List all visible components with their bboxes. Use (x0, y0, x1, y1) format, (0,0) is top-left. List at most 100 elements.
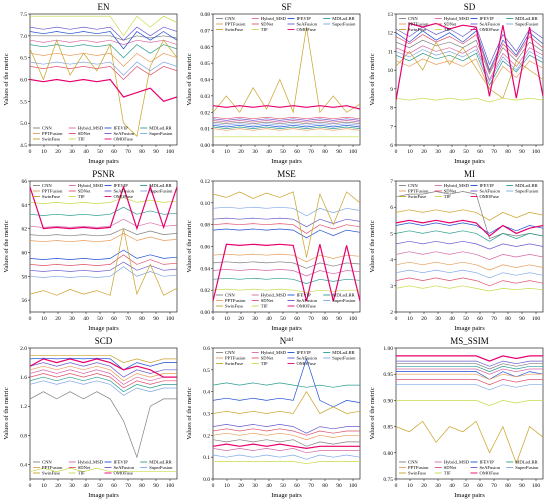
x-tick-label: 100 (166, 149, 175, 155)
legend-label: SeAFusion (297, 356, 318, 361)
series-line-omofuse (396, 219, 543, 237)
x-axis-label: Image pairs (88, 492, 119, 499)
series-line-omofuse (213, 443, 360, 450)
legend-label: CNN (408, 16, 418, 21)
legend-label: IFEVIP (480, 16, 495, 21)
series-line-superfusion (396, 49, 543, 83)
series-line-seafusion (396, 360, 543, 367)
legend-label: SeAFusion (480, 189, 501, 194)
series-line-sdnet (30, 65, 177, 80)
legend-label: PPTFusion (42, 189, 63, 194)
y-tick-label: 62 (22, 227, 28, 233)
series-line-hybrid-msd (30, 39, 177, 45)
x-tick-label: 50 (280, 149, 286, 155)
legend-label: Hybrid_MSD (78, 460, 104, 465)
x-tick-label: 80 (322, 483, 328, 489)
series-line-pptfusion (213, 253, 360, 263)
legend-label: SuperFusion (332, 22, 356, 27)
y-tick-label: 0.95 (383, 372, 393, 378)
legend-label: PPTFusion (42, 465, 63, 470)
x-axis-label: Image pairs (271, 158, 302, 165)
legend-label: SuperFusion (332, 298, 356, 303)
y-tick-label: 58 (22, 274, 28, 280)
x-tick-label: 60 (477, 483, 483, 489)
legend-label: MDLatLRR (149, 126, 172, 131)
series-line-cnn (396, 363, 543, 370)
legend-label: Hybrid_MSD (444, 460, 470, 465)
x-tick-label: 40 (266, 483, 272, 489)
series-line-pptfusion (30, 365, 177, 382)
x-tick-label: 20 (421, 316, 427, 322)
x-tick-label: 90 (336, 149, 342, 155)
legend-label: PPTFusion (408, 22, 429, 27)
series-line-tif (30, 467, 177, 473)
chart-title: SCD (95, 336, 113, 346)
x-tick-label: 50 (463, 149, 469, 155)
x-tick-label: 30 (252, 149, 258, 155)
legend-label: MDLatLRR (332, 293, 355, 298)
series-line-superfusion (213, 123, 360, 126)
series-line-omofuse (213, 105, 360, 110)
legend-label: PPTFusion (225, 298, 246, 303)
series-line-cnn (396, 191, 543, 240)
series-line-swinfuse (30, 228, 177, 296)
series-line-sdnet (396, 34, 543, 73)
x-tick-label: 50 (463, 316, 469, 322)
series-line-tif (396, 97, 543, 103)
x-tick-label: 90 (153, 483, 159, 489)
x-tick-label: 40 (83, 316, 89, 322)
legend-label: SwinFuse (408, 471, 426, 476)
legend-label: SwinFuse (408, 27, 426, 32)
x-tick-label: 0 (395, 316, 398, 322)
x-tick-label: 10 (41, 483, 47, 489)
x-tick-label: 50 (280, 316, 286, 322)
y-tick-label: 0.02 (200, 110, 210, 116)
x-tick-label: 90 (153, 316, 159, 322)
y-axis-label: Values of the metric (369, 53, 376, 105)
series-line-cnn (396, 39, 543, 75)
legend-label: OMOFuse (480, 471, 499, 476)
y-tick-label: 0.6 (203, 346, 210, 352)
x-tick-label: 70 (125, 149, 131, 155)
legend-label: TIF (444, 194, 451, 199)
series-line-seafusion (30, 261, 177, 272)
x-tick-label: 80 (322, 316, 328, 322)
legend-label: Hybrid_MSD (78, 183, 104, 188)
legend-label: OMOFuse (480, 27, 499, 32)
legend-label: MDLatLRR (515, 183, 538, 188)
x-tick-label: 20 (421, 483, 427, 489)
x-tick-label: 100 (532, 316, 541, 322)
y-tick-label: 4 (390, 258, 393, 264)
y-tick-label: 0.2 (203, 433, 210, 439)
legend-label: IFEVIP (114, 460, 129, 465)
y-tick-label: 0.01 (200, 127, 210, 133)
x-tick-label: 0 (29, 483, 32, 489)
series-line-swinfuse (30, 39, 177, 138)
legend-label: OMOFuse (297, 361, 316, 366)
series-line-ifevip (396, 371, 543, 380)
x-tick-label: 0 (212, 316, 215, 322)
chart-panel: MSE 0 10 20 30 40 50 60 70 80 90 100 0.00 0.02 0.04 0.0… (183, 167, 366, 334)
x-tick-label: 70 (308, 149, 314, 155)
y-tick-label: 0.4 (20, 462, 27, 468)
series-line-tif (396, 285, 543, 292)
chart-title: SF (281, 2, 291, 12)
y-tick-label: 0.05 (200, 61, 210, 67)
series-line-sdnet (30, 254, 177, 266)
y-tick-label: 0.08 (200, 12, 210, 18)
x-tick-label: 20 (421, 149, 427, 155)
legend-label: SeAFusion (114, 189, 135, 194)
series-line-hybrid-msd (30, 218, 177, 228)
x-tick-label: 50 (97, 149, 103, 155)
series-line-seafusion (213, 118, 360, 121)
chart-title: Nabf (280, 336, 294, 346)
y-tick-label: 6.5 (20, 56, 27, 62)
chart-panel: MI 0 10 20 30 40 50 60 70 80 90 100 2 3 4 5 6 7 Image pair… (366, 167, 549, 334)
series-line-hybrid-msd (213, 120, 360, 123)
y-tick-label: 8 (390, 106, 393, 112)
x-tick-label: 70 (491, 483, 497, 489)
x-tick-label: 70 (308, 316, 314, 322)
legend-label: PPTFusion (42, 131, 63, 136)
chart-svg: SD 0 10 20 30 40 50 60 70 80 90 100 6 7 8 9 10 11 12 13 Imag… (369, 2, 544, 165)
series-line-ifevip (30, 357, 177, 371)
